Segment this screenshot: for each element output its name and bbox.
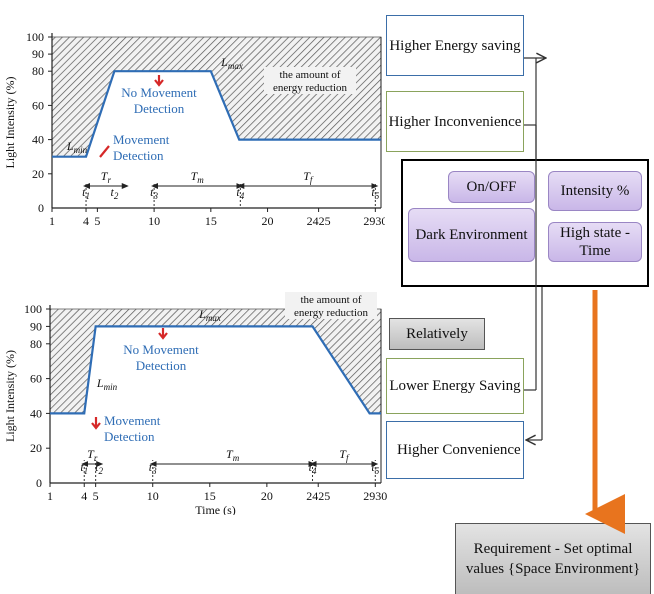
x-tick-label: 1 xyxy=(49,214,55,225)
high-state-time-label: High state - Time xyxy=(560,225,630,259)
y-tick-label: 20 xyxy=(32,167,44,181)
y-tick-label: 40 xyxy=(32,133,44,147)
intensity-label: Intensity % xyxy=(560,183,630,199)
x-tick-label: 2930 xyxy=(363,214,385,225)
reduction-label-bg xyxy=(264,67,356,94)
y-tick-label: 40 xyxy=(30,406,42,420)
lower-energy-saving-label: Lower Energy Saving xyxy=(389,378,521,394)
reduction-label: the amount of xyxy=(300,294,361,306)
higher-energy-saving-box: Higher Energy saving xyxy=(386,15,524,76)
on-off-factor: On/OFF xyxy=(448,171,535,203)
movement-arrow xyxy=(91,417,101,430)
x-tick-label: 15 xyxy=(204,489,216,503)
movement-label: Movement xyxy=(113,132,170,147)
on-off-label: On/OFF xyxy=(466,179,517,195)
relatively-box: Relatively xyxy=(389,318,485,350)
y-tick-label: 80 xyxy=(32,64,44,78)
y-tick-label: 100 xyxy=(24,302,42,316)
y-tick-label: 100 xyxy=(26,30,44,44)
dark-environment-label: Dark Environment xyxy=(415,227,528,243)
chart-top: 20 40 60 80 90 100 0 Light Intensity (%) 1 4 5 10 15… xyxy=(3,30,385,225)
Tf-label: Tf xyxy=(303,169,314,185)
relatively-label: Relatively xyxy=(406,326,468,342)
intensity-factor: Intensity % xyxy=(548,171,642,211)
lower-energy-saving-box: Lower Energy Saving xyxy=(386,358,524,414)
no-movement-label: No Movement xyxy=(123,342,199,357)
higher-convenience-label: Higher Convenience xyxy=(397,442,521,458)
no-movement-label: No Movement xyxy=(121,85,197,100)
dark-environment-factor: Dark Environment xyxy=(408,208,535,262)
no-movement-label-2: Detection xyxy=(136,358,187,373)
y-tick-label: 0 xyxy=(38,201,44,215)
x-tick-label: 5 xyxy=(94,214,100,225)
y-axis-label: Light Intensity (%) xyxy=(3,350,17,442)
t2-label: t2 xyxy=(95,460,103,476)
x-tick-label: 20 xyxy=(262,214,274,225)
y-tick-label: 90 xyxy=(32,47,44,61)
Tr-label: Tr xyxy=(101,169,112,185)
y-tick-label: 60 xyxy=(32,98,44,112)
y-tick-label: 20 xyxy=(30,441,42,455)
x-tick-label: 4 xyxy=(81,489,87,503)
x-tick-label: 5 xyxy=(93,489,99,503)
movement-label: Movement xyxy=(104,413,161,428)
x-tick-label: 2930 xyxy=(363,489,387,503)
Tm-label: Tm xyxy=(226,447,240,463)
reduction-label-bg xyxy=(285,292,377,319)
movement-arrow xyxy=(99,145,110,158)
y-axis-label: Light Intensity (%) xyxy=(3,77,17,169)
movement-label-2: Detection xyxy=(113,148,164,163)
high-state-time-factor: High state - Time xyxy=(548,222,642,262)
x-tick-label: 10 xyxy=(148,214,160,225)
higher-convenience-box: Higher Convenience xyxy=(386,421,524,479)
intensity-curve xyxy=(52,70,381,158)
movement-label-2: Detection xyxy=(104,429,155,444)
x-tick-label: 2425 xyxy=(306,489,330,503)
reduction-label-2: energy reduction xyxy=(273,82,348,94)
requirement-box: Requirement - Set optimal values {Space … xyxy=(455,523,651,594)
no-movement-label-2: Detection xyxy=(134,101,185,116)
higher-inconvenience-box: Higher Inconvenience xyxy=(386,91,524,152)
requirement-label: Requirement - Set optimal values {Space … xyxy=(465,541,641,577)
t2-label: t2 xyxy=(110,185,118,201)
reduction-label: the amount of xyxy=(279,69,340,81)
x-axis-label: Time (s) xyxy=(195,503,236,515)
y-tick-label: 0 xyxy=(36,476,42,490)
reduction-label-2: energy reduction xyxy=(294,307,369,319)
higher-inconvenience-label: Higher Inconvenience xyxy=(388,113,522,130)
x-tick-label: 15 xyxy=(205,214,217,225)
no-movement-arrow xyxy=(154,75,164,87)
y-tick-label: 60 xyxy=(30,372,42,386)
Tm-label: Tm xyxy=(191,169,205,185)
x-tick-label: 10 xyxy=(147,489,159,503)
Tr-label: Tr xyxy=(87,447,98,463)
chart-bottom: 20 40 60 80 90 100 0 Light Intensity (%) 1 4 5 10 15… xyxy=(3,292,387,515)
Tf-label: Tf xyxy=(339,447,350,463)
x-tick-label: 4 xyxy=(83,214,89,225)
x-tick-label: 2425 xyxy=(307,214,331,225)
x-tick-label: 20 xyxy=(261,489,273,503)
y-tick-label: 80 xyxy=(30,337,42,351)
higher-energy-saving-label: Higher Energy saving xyxy=(389,37,521,54)
intensity-curve xyxy=(50,325,381,415)
hatched-reduction-area xyxy=(49,308,382,414)
y-tick-label: 90 xyxy=(30,319,42,333)
no-movement-arrow xyxy=(158,328,168,340)
x-tick-label: 1 xyxy=(47,489,53,503)
lmin-label: Lmin xyxy=(96,376,118,392)
